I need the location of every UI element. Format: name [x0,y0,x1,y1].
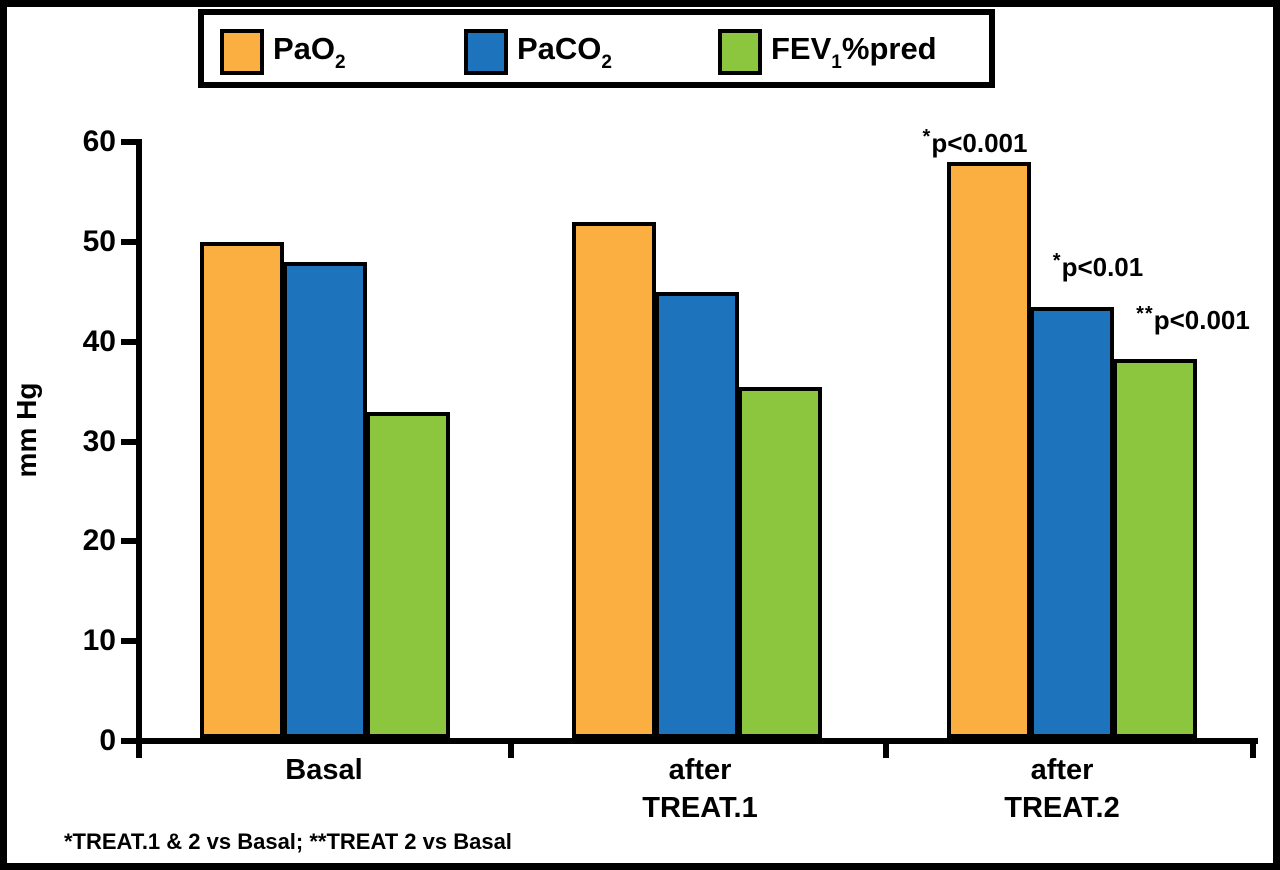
y-tick [121,439,136,445]
bar-PaCO2-after TREAT.1 [655,292,739,738]
significance-annotation: *p<0.001 [923,126,1028,159]
y-tick [121,139,136,145]
x-tick [508,738,514,758]
legend-item-PaO2: PaO2 [220,27,346,77]
y-axis [136,139,142,744]
y-tick-label: 60 [82,125,116,158]
y-tick-label: 50 [82,225,116,258]
bar-PaCO2-after TREAT.2 [1030,307,1114,738]
significance-annotation: **p<0.001 [1136,303,1250,336]
y-tick-label: 20 [82,524,116,557]
legend-swatch-icon [718,29,762,75]
y-tick [121,239,136,245]
bar-PaCO2-Basal [283,262,367,738]
category-label: after TREAT.1 [642,754,758,824]
y-tick [121,339,136,345]
bar-PaO2-Basal [200,242,284,738]
y-tick [121,538,136,544]
p-value-text: p<0.001 [1153,305,1250,335]
y-tick [121,638,136,644]
category-label: Basal [285,754,363,786]
asterisk-marker: * [1052,250,1062,272]
x-axis [136,738,1258,744]
bar-PaO2-after TREAT.1 [572,222,656,738]
p-value-text: p<0.01 [1061,252,1144,282]
significance-annotation: *p<0.01 [1053,250,1143,283]
p-value-text: p<0.001 [931,128,1028,158]
x-tick [136,738,142,758]
y-tick [121,738,136,744]
y-tick-label: 30 [82,425,116,458]
asterisk-marker: * [922,126,932,148]
asterisk-marker: ** [1136,303,1154,325]
legend-item-PaCO2: PaCO2 [464,27,612,77]
bar-PaO2-after TREAT.2 [947,162,1031,738]
legend-swatch-icon [464,29,508,75]
legend-label: FEV1%pred [771,30,937,73]
legend-swatch-icon [220,29,264,75]
bar-FEV1%pred-Basal [366,412,450,738]
footnote: *TREAT.1 & 2 vs Basal; **TREAT 2 vs Basa… [64,829,512,854]
legend-label: PaCO2 [517,30,612,73]
y-tick-label: 40 [82,325,116,358]
bar-FEV1%pred-after TREAT.1 [738,387,822,738]
y-tick-label: 0 [99,724,116,757]
y-tick-label: 10 [82,624,116,657]
legend-item-FEV1%pred: FEV1%pred [718,27,937,77]
x-tick [883,738,889,758]
x-tick [1250,738,1256,758]
bar-FEV1%pred-after TREAT.2 [1113,359,1197,738]
legend-label: PaO2 [273,30,346,73]
legend: PaO2 PaCO2 FEV1%pred [198,9,995,88]
category-label: after TREAT.2 [1004,754,1120,824]
